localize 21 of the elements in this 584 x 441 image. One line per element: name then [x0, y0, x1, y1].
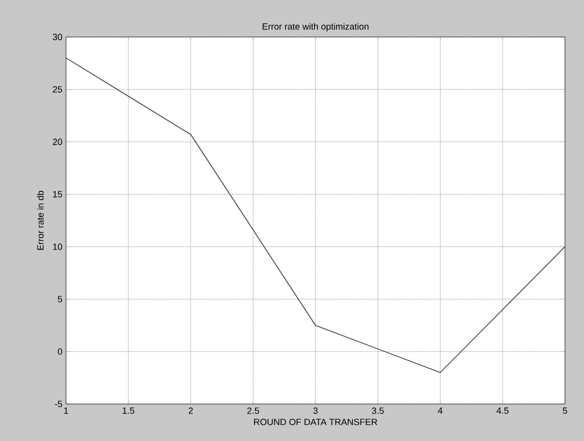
x-tick-label: 1.5	[122, 408, 134, 414]
x-axis-title: ROUND OF DATA TRANSFER	[254, 418, 378, 426]
y-tick-label: 0	[58, 348, 62, 355]
y-tick-label: 15	[53, 191, 62, 198]
line-series	[66, 58, 565, 373]
y-axis-title: Error rate in db	[36, 190, 44, 250]
chart-title: Error rate with optimization	[262, 23, 368, 32]
x-tick-label: 1	[64, 408, 68, 414]
x-tick-label: 3.5	[372, 408, 384, 414]
x-tick-label: 4	[438, 408, 442, 414]
x-tick-label: 4.5	[496, 408, 508, 414]
y-tick-label: 20	[52, 138, 62, 146]
x-tick-label: 2	[188, 408, 193, 414]
x-tick-label: 3	[313, 408, 318, 414]
y-tick-label: 30	[52, 34, 62, 40]
x-tick-label: 5	[562, 408, 568, 414]
y-tick-label: -5	[54, 400, 62, 408]
x-tick-label: 2.5	[247, 408, 260, 414]
y-tick-label: 10	[53, 244, 62, 250]
y-tick-label: 5	[58, 296, 62, 302]
y-tick-label: 25	[52, 86, 62, 93]
